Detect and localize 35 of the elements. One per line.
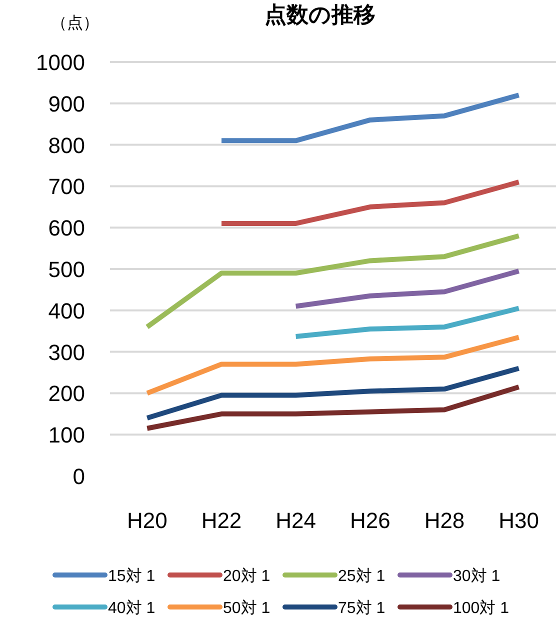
legend-item: 20対 1 bbox=[168, 568, 270, 585]
ytick: 800 bbox=[48, 132, 85, 158]
legend-item: 25対 1 bbox=[282, 568, 386, 585]
legend-label: 100対 1 bbox=[453, 599, 510, 617]
legend-item: 75対 1 bbox=[282, 600, 386, 617]
legend-item: 50対 1 bbox=[168, 600, 270, 617]
ytick: 100 bbox=[48, 422, 85, 448]
xtick: H22 bbox=[201, 508, 242, 533]
ytick: 400 bbox=[48, 298, 85, 324]
legend-item: 100対 1 bbox=[398, 600, 510, 617]
legend-item: 15対 1 bbox=[52, 568, 156, 585]
legend-label: 40対 1 bbox=[108, 599, 156, 617]
ytick: 300 bbox=[48, 340, 85, 365]
legend-label: 30対 1 bbox=[453, 567, 500, 585]
xtick: H24 bbox=[276, 508, 316, 533]
ytick: 500 bbox=[48, 257, 85, 282]
legend-label: 75対 1 bbox=[338, 599, 386, 617]
ytick: 200 bbox=[48, 381, 85, 406]
xtick: H20 bbox=[126, 508, 168, 533]
ytick: 0 bbox=[72, 464, 85, 489]
ytick: 700 bbox=[48, 174, 85, 200]
xtick: H26 bbox=[350, 508, 390, 533]
xtick: H28 bbox=[424, 508, 465, 533]
legend-label: 15対 1 bbox=[108, 567, 156, 585]
legend-item: 30対 1 bbox=[398, 568, 500, 585]
legend-item: 40対 1 bbox=[52, 600, 156, 617]
title: 点数の推移 bbox=[264, 2, 376, 27]
ytick: 1000 bbox=[36, 50, 85, 75]
ylabel: （点） bbox=[51, 15, 99, 32]
xtick: H30 bbox=[498, 508, 540, 533]
legend-label: 20対 1 bbox=[223, 567, 270, 585]
ytick: 600 bbox=[48, 216, 85, 241]
legend-label: 50対 1 bbox=[223, 599, 270, 617]
legend-label: 25対 1 bbox=[338, 567, 386, 585]
ytick: 900 bbox=[48, 91, 85, 116]
